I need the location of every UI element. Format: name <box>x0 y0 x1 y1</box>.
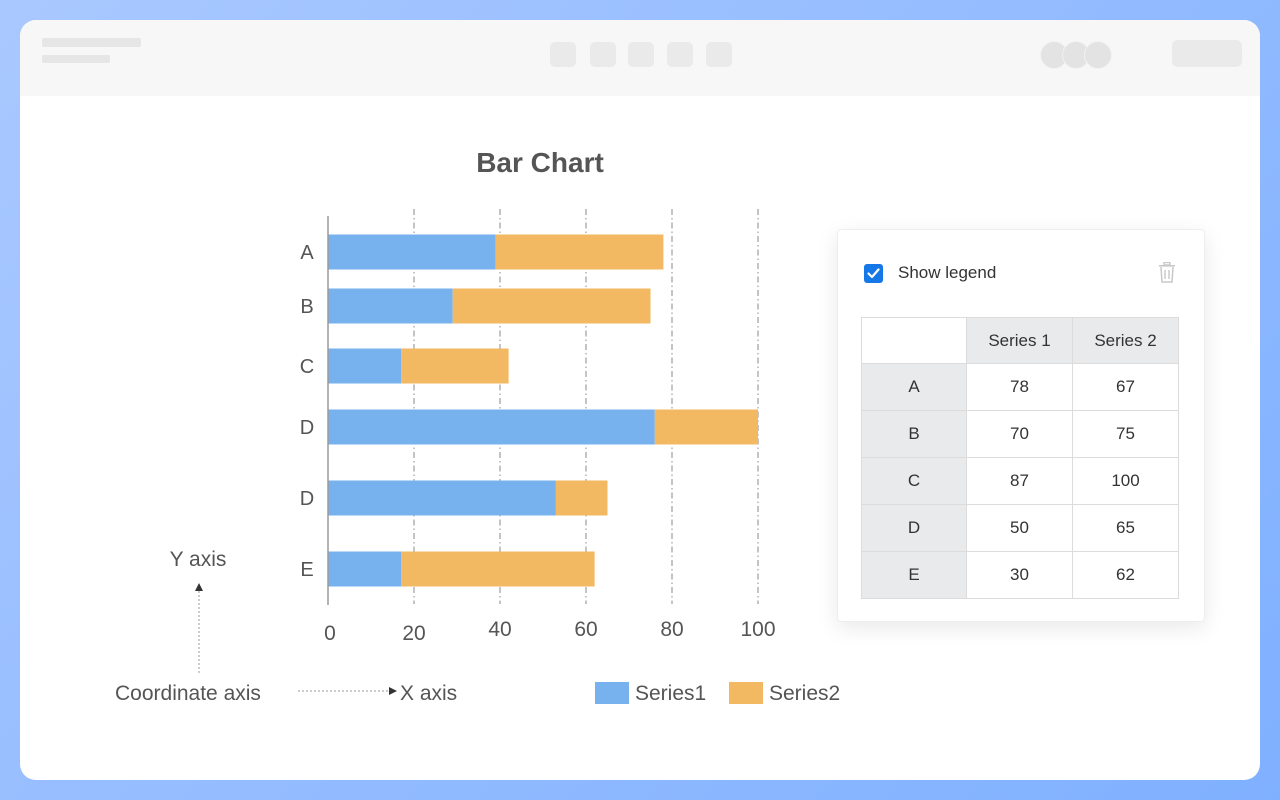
chart-settings-panel: Show legend Series 1 Series 2 A 78 67 B … <box>837 229 1205 622</box>
bar-c-series2[interactable] <box>401 348 509 384</box>
legend-label-series2: Series2 <box>769 682 840 705</box>
y-tick-label: D <box>300 488 314 510</box>
table-row: A 78 67 <box>861 363 1179 411</box>
toolbar-button-2[interactable] <box>590 42 616 67</box>
row-label: D <box>861 504 967 552</box>
bar-e-series2[interactable] <box>401 551 595 587</box>
y-tick-label: A <box>300 242 314 264</box>
y-tick-label: B <box>300 296 313 318</box>
x-tick-label: 0 <box>324 622 336 645</box>
subtitle-placeholder <box>42 55 110 63</box>
table-row: D 50 65 <box>861 504 1179 552</box>
table-cell[interactable]: 50 <box>966 504 1073 552</box>
table-cell[interactable]: 100 <box>1072 457 1179 505</box>
legend-swatch-series1 <box>595 682 629 704</box>
y-axis-annotation: Y axis <box>170 548 227 571</box>
toolbar-button-3[interactable] <box>628 42 654 67</box>
toolbar-action-button[interactable] <box>1172 40 1242 67</box>
coordinate-axis-annotation: Coordinate axis <box>115 682 261 705</box>
x-tick-label: 40 <box>488 618 511 641</box>
bar-b-series1[interactable] <box>328 288 453 324</box>
checkmark-icon <box>867 267 880 278</box>
y-tick-label: E <box>300 559 313 581</box>
table-header-row: Series 1 Series 2 <box>861 317 1179 364</box>
row-label: C <box>861 457 967 505</box>
bar-e-series1[interactable] <box>328 551 402 587</box>
show-legend-toggle[interactable]: Show legend <box>864 263 996 283</box>
column-header-series-2: Series 2 <box>1072 317 1179 364</box>
x-tick-label: 80 <box>660 618 683 641</box>
bar-d-series1[interactable] <box>328 480 556 516</box>
row-label: A <box>861 363 967 411</box>
y-tick-label: D <box>300 417 314 439</box>
chart-title: Bar Chart <box>476 147 604 178</box>
series-data-table: Series 1 Series 2 A 78 67 B 70 75 C 87 1… <box>861 317 1179 599</box>
table-corner-cell <box>861 317 967 364</box>
table-cell[interactable]: 67 <box>1072 363 1179 411</box>
toolbar-button-1[interactable] <box>550 42 576 67</box>
row-label: E <box>861 551 967 599</box>
title-placeholder <box>42 38 141 47</box>
x-axis-annotation: X axis <box>400 682 457 705</box>
table-row: E 30 62 <box>861 551 1179 599</box>
legend-swatch-series2 <box>729 682 763 704</box>
x-tick-label: 100 <box>740 618 775 641</box>
avatar[interactable] <box>1084 41 1112 69</box>
x-tick-label: 60 <box>574 618 597 641</box>
trash-icon[interactable] <box>1158 262 1176 283</box>
bar-a-series1[interactable] <box>328 234 496 270</box>
table-cell[interactable]: 87 <box>966 457 1073 505</box>
bar-a-series2[interactable] <box>495 234 664 270</box>
top-toolbar <box>20 20 1260 96</box>
bar-b-series2[interactable] <box>452 288 651 324</box>
toolbar-button-4[interactable] <box>667 42 693 67</box>
legend-label-series1: Series1 <box>635 682 706 705</box>
table-cell[interactable]: 70 <box>966 410 1073 458</box>
x-tick-label: 20 <box>402 622 425 645</box>
y-tick-label: C <box>300 356 314 378</box>
toolbar-button-5[interactable] <box>706 42 732 67</box>
bar-d-series2[interactable] <box>555 480 608 516</box>
table-cell[interactable]: 62 <box>1072 551 1179 599</box>
bar-d-series2[interactable] <box>654 409 758 445</box>
table-row: C 87 100 <box>861 457 1179 505</box>
show-legend-label: Show legend <box>898 263 997 282</box>
table-cell[interactable]: 65 <box>1072 504 1179 552</box>
table-cell[interactable]: 30 <box>966 551 1073 599</box>
column-header-series-1: Series 1 <box>966 317 1073 364</box>
table-row: B 70 75 <box>861 410 1179 458</box>
table-cell[interactable]: 78 <box>966 363 1073 411</box>
table-cell[interactable]: 75 <box>1072 410 1179 458</box>
show-legend-checkbox[interactable] <box>864 263 883 283</box>
bar-d-series1[interactable] <box>328 409 655 445</box>
row-label: B <box>861 410 967 458</box>
bar-c-series1[interactable] <box>328 348 402 384</box>
